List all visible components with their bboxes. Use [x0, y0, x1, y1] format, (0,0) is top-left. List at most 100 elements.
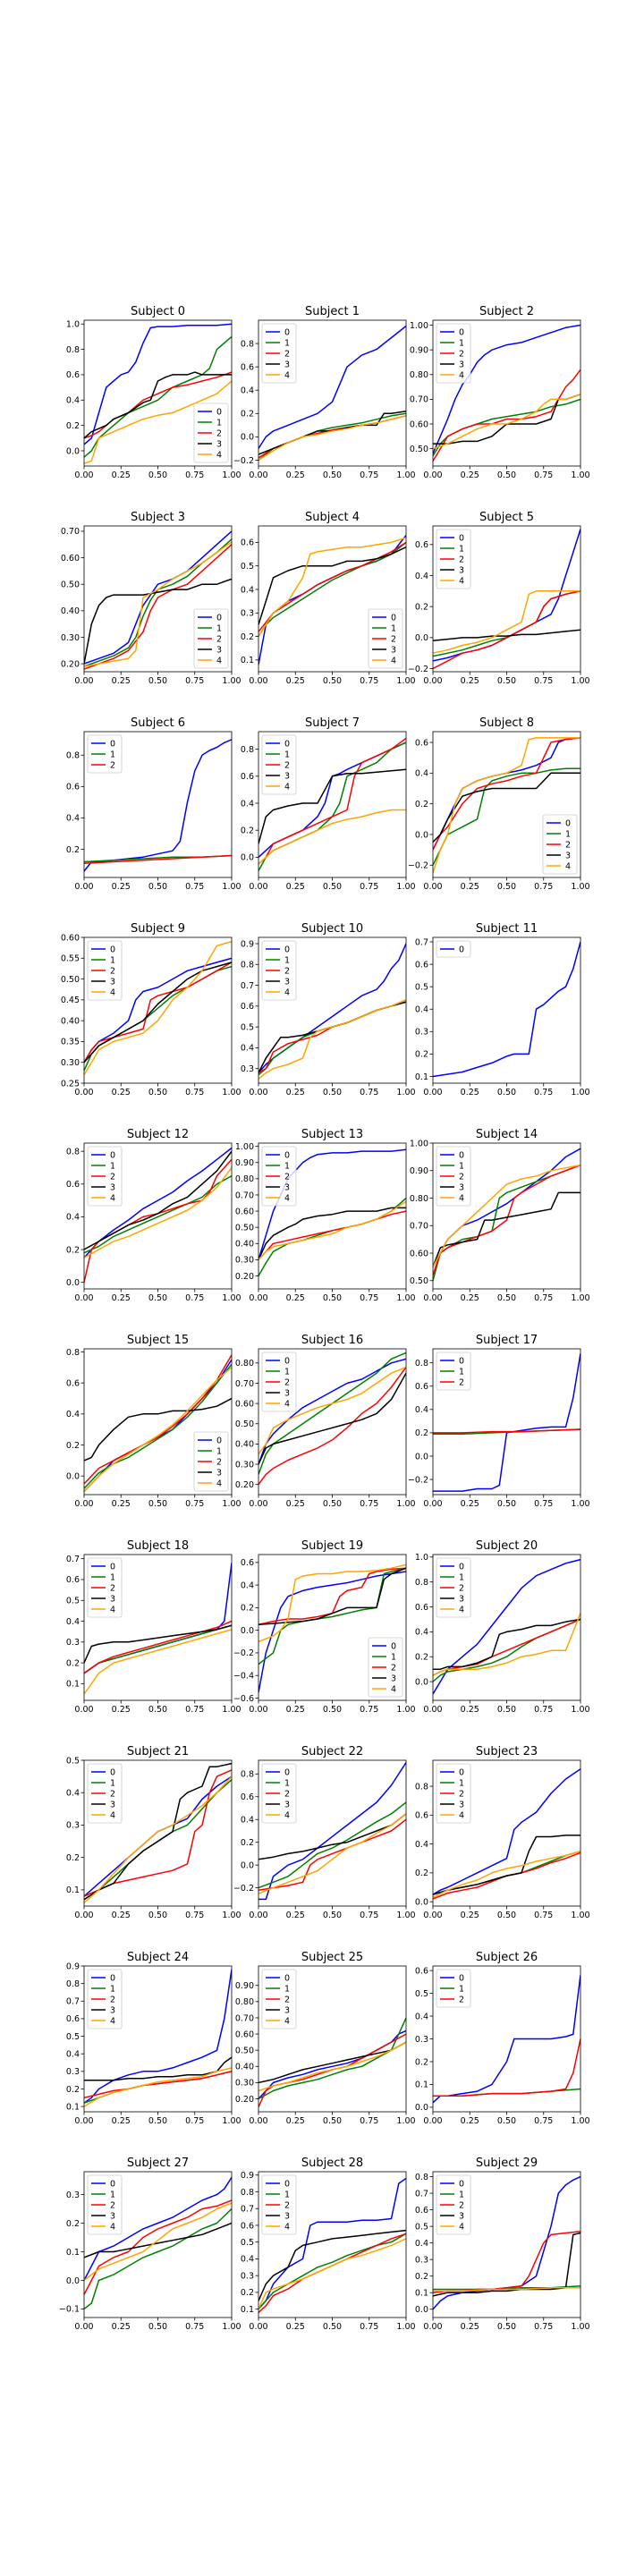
series-line-0	[84, 530, 232, 665]
x-tick-label: 0.50	[497, 1705, 516, 1715]
x-tick-label: 0.25	[286, 2116, 305, 2126]
x-tick-label: 1.00	[571, 1088, 589, 1097]
legend-label-2: 2	[110, 1995, 115, 2004]
x-tick-label: 0.00	[249, 882, 267, 892]
y-tick-label: 0.40	[235, 1440, 254, 1450]
series-line-4	[258, 1200, 406, 1260]
y-tick-label: 0.0	[415, 633, 428, 643]
series-line-2	[433, 2038, 580, 2097]
legend-label-3: 3	[216, 1468, 222, 1478]
y-tick-label: 0.9	[66, 1962, 80, 1971]
x-tick-label: 1.00	[222, 882, 241, 892]
legend-label-4: 4	[216, 450, 222, 460]
legend-label-2: 2	[391, 634, 396, 644]
series-line-3	[433, 1835, 580, 1895]
y-tick-label: 0.50	[410, 1276, 428, 1286]
x-tick-label: 0.25	[112, 1499, 131, 1509]
series-line-2	[258, 999, 406, 1074]
y-tick-label: 0.7	[241, 2205, 254, 2215]
legend-label-0: 0	[110, 1150, 115, 1160]
y-tick-label: 0.5	[415, 1989, 428, 1999]
y-tick-label: 0.20	[61, 659, 80, 669]
legend-label-1: 1	[284, 1984, 290, 1994]
series-line-3	[84, 1762, 232, 1901]
y-tick-label: 0.5	[415, 2222, 428, 2232]
y-tick-label: 0.6	[415, 960, 428, 970]
y-tick-label: 0.6	[415, 2206, 428, 2216]
legend-label-2: 2	[459, 1583, 464, 1593]
y-tick-label: 0.6	[66, 1575, 80, 1585]
y-tick-label: 0.4	[415, 1405, 428, 1415]
subplot-18: Subject 18 0.1 0.2 0.3 0.4 0.5 0.6 0.7 0.00 0.25 0…	[66, 1539, 242, 1715]
y-tick-label: 0.80	[410, 370, 428, 380]
y-tick-label: 0.40	[61, 1016, 80, 1026]
y-tick-label: 0.6	[66, 370, 80, 380]
legend-label-4: 4	[284, 987, 290, 997]
legend-label-3: 3	[565, 851, 571, 860]
x-tick-label: 0.00	[74, 2322, 93, 2332]
series-line-4	[84, 2202, 232, 2282]
y-tick-label: 0.30	[235, 1460, 254, 1470]
legend-label-3: 3	[284, 771, 290, 781]
series-line-2	[84, 2199, 232, 2295]
x-tick-label: 0.00	[249, 470, 267, 480]
series-line-4	[433, 1613, 580, 1676]
legend-label-1: 1	[391, 623, 396, 633]
series-line-0	[433, 1558, 580, 1695]
y-tick-label: 0.6	[66, 1180, 80, 1190]
x-tick-label: 0.25	[461, 1293, 479, 1303]
y-tick-label: 0.6	[66, 1378, 80, 1388]
y-tick-label: 0.2	[66, 421, 80, 431]
x-tick-label: 0.00	[423, 1911, 442, 1920]
legend-label-4: 4	[459, 1605, 464, 1614]
y-tick-label: −0.2	[233, 456, 254, 466]
y-tick-label: 0.0	[415, 2103, 428, 2113]
series-line-4	[258, 1563, 406, 1643]
legend-label-4: 4	[110, 2016, 115, 2026]
y-tick-label: 0.60	[61, 933, 80, 943]
legend-label-1: 1	[284, 1778, 290, 1788]
legend-label-0: 0	[284, 1356, 290, 1366]
y-tick-label: 0.2	[66, 1658, 80, 1668]
y-tick-label: 0.8	[66, 1979, 80, 1989]
y-tick-label: 0.6	[241, 362, 254, 372]
x-tick-label: 0.00	[74, 1705, 93, 1715]
y-tick-label: 0.80	[235, 1997, 254, 2007]
legend-label-0: 0	[284, 1150, 290, 1160]
legend-label-4: 4	[216, 1479, 222, 1488]
y-tick-label: −0.2	[233, 1884, 254, 1894]
x-tick-label: 0.00	[74, 1088, 93, 1097]
series-line-2	[84, 854, 232, 864]
legend-label-0: 0	[110, 739, 115, 749]
y-tick-label: 0.0	[241, 853, 254, 863]
legend-label-2: 2	[284, 1172, 290, 1182]
subplot-23: Subject 23 0.0 0.2 0.4 0.6 0.8 0.00 0.25 0.50 0.7…	[415, 1745, 590, 1920]
subplot-title: Subject 21	[127, 1745, 189, 1758]
y-tick-label: 0.8	[241, 745, 254, 755]
x-tick-label: 0.25	[286, 2322, 305, 2332]
x-tick-label: 0.75	[360, 2116, 378, 2126]
x-tick-label: 1.00	[396, 882, 415, 892]
series-line-2	[433, 590, 580, 670]
x-tick-label: 0.75	[360, 1088, 378, 1097]
series-line-2	[84, 371, 232, 439]
y-tick-label: −0.6	[233, 1694, 254, 1704]
y-tick-label: 0.50	[235, 1419, 254, 1429]
legend-label-0: 0	[284, 2179, 290, 2189]
x-tick-label: 0.25	[286, 1088, 305, 1097]
legend-label-4: 4	[216, 656, 222, 665]
x-tick-label: 0.50	[148, 1705, 167, 1715]
series-line-2	[84, 544, 232, 670]
y-tick-label: 0.7	[415, 2189, 428, 2199]
legend-label-4: 4	[284, 1193, 290, 1203]
subplot-27: Subject 27 −0.1 0.0 0.1 0.2 0.3 0.00 0.25 0.50 0.…	[59, 2157, 242, 2332]
x-tick-label: 1.00	[396, 1499, 415, 1509]
series-line-2	[433, 737, 580, 851]
x-tick-label: 0.50	[497, 1911, 516, 1920]
x-tick-label: 1.00	[571, 1499, 589, 1509]
